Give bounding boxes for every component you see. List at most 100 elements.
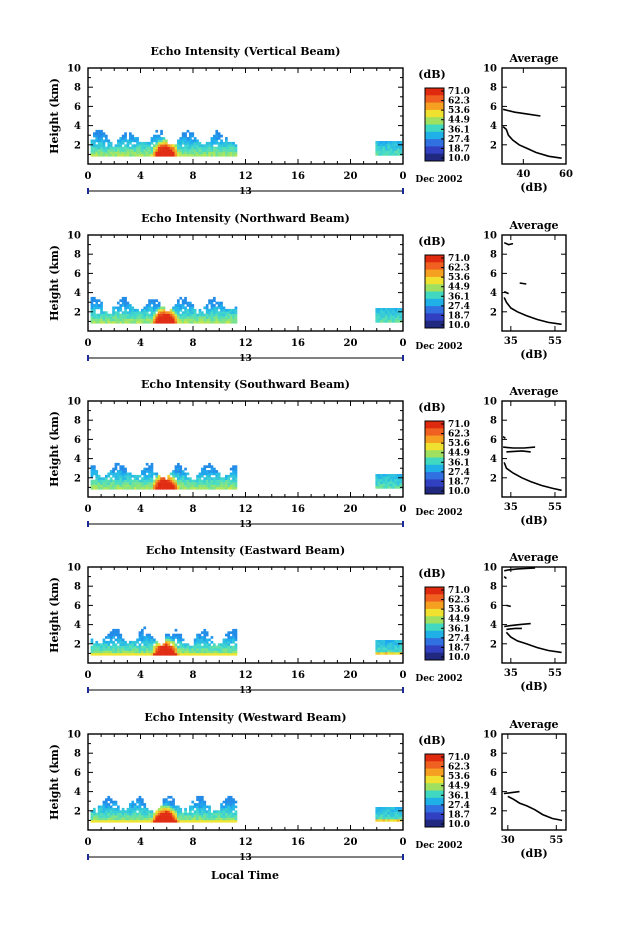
heatmap-cell	[141, 648, 144, 651]
heatmap-cell	[177, 462, 180, 466]
y-axis-label: Height (km)	[48, 577, 61, 653]
heatmap-cell	[141, 470, 144, 473]
heatmap-cell	[205, 311, 209, 314]
heatmap-cell	[102, 486, 106, 490]
heatmap-cell	[150, 819, 154, 823]
colorbar-frame	[424, 586, 445, 661]
heatmap-cell	[143, 810, 147, 813]
heatmap-cell	[112, 472, 115, 476]
heatmap-cell	[141, 631, 144, 634]
heatmap-cell	[217, 645, 221, 649]
heatmap-cell	[232, 798, 235, 801]
heatmap-cell	[227, 648, 231, 651]
heatmap-cell	[148, 640, 151, 644]
heatmap-cell	[155, 474, 159, 478]
heatmap-cell	[145, 815, 149, 818]
colorbar-frame	[424, 87, 445, 162]
heatmap-cell	[375, 644, 379, 648]
heatmap-cell	[198, 638, 202, 642]
heatmap-cell	[213, 139, 216, 143]
heatmap-cell	[229, 817, 233, 821]
heatmap-cell	[191, 304, 195, 307]
heatmap-cell	[97, 817, 101, 821]
heatmap-cell	[399, 649, 403, 653]
heatmap-cell	[136, 139, 139, 143]
heatmap-cell	[109, 144, 113, 147]
colorbar-tick-label: 36.1	[448, 125, 470, 135]
heatmap-cell	[93, 141, 96, 145]
heatmap-cell	[131, 151, 135, 155]
heatmap-cell	[126, 472, 130, 476]
heatmap-cell	[177, 306, 180, 310]
colorbar-swatch	[425, 616, 444, 624]
heatmap-cell	[177, 807, 180, 811]
heatmap-cell	[136, 141, 139, 145]
heatmap-cell	[155, 648, 159, 651]
heatmap-cell	[141, 479, 144, 483]
heatmap-cell	[198, 633, 202, 637]
heatmap-cell	[121, 819, 125, 823]
heatmap-cell	[112, 812, 115, 816]
heatmap-cell	[399, 816, 403, 820]
heatmap-cell	[121, 139, 125, 143]
heatmap-cell	[114, 817, 118, 821]
heatmap-cell	[100, 311, 103, 314]
heatmap-cell	[121, 640, 125, 644]
heatmap-cell	[377, 481, 381, 484]
heatmap-cell	[174, 812, 178, 816]
heatmap-cell	[179, 153, 183, 157]
heatmap-cell	[203, 643, 207, 646]
heatmap-cell	[124, 810, 127, 813]
heatmap-cell	[102, 815, 106, 818]
heatmap-cell	[160, 805, 163, 809]
heatmap-cell	[227, 817, 231, 821]
heatmap-cell	[222, 141, 226, 145]
heatmap-cell	[114, 465, 118, 468]
heatmap-cell	[153, 482, 156, 485]
heatmap-cell	[155, 313, 159, 317]
heatmap-cell	[186, 137, 190, 140]
heatmap-cell	[198, 640, 202, 644]
heatmap-cell	[129, 320, 132, 324]
heatmap-cell	[184, 467, 187, 471]
heatmap-cell	[145, 484, 149, 488]
heatmap-cell	[102, 640, 106, 644]
heatmap-cell	[387, 642, 391, 646]
heatmap-cell	[105, 149, 108, 152]
heatmap-cell	[109, 479, 113, 483]
heatmap-cell	[167, 650, 171, 654]
heatmap-cell	[105, 134, 108, 138]
heatmap-cell	[109, 472, 113, 476]
heatmap-cell	[160, 313, 163, 317]
heatmap-cell	[387, 814, 391, 817]
heatmap-cell	[129, 648, 132, 651]
heatmap-cell	[201, 482, 204, 485]
heatmap-cell	[165, 144, 168, 147]
heatmap-cell	[234, 631, 238, 634]
heatmap-cell	[145, 149, 149, 152]
heatmap-cell	[117, 652, 120, 656]
heatmap-cell	[133, 810, 137, 813]
x-tick-label: 4	[137, 504, 144, 515]
y-tick-label: 6	[74, 768, 81, 779]
colorbar-tick-label: 10.0	[448, 653, 470, 663]
heatmap-cell	[382, 312, 386, 316]
colorbar-swatch	[425, 457, 444, 466]
heatmap-cell	[184, 132, 187, 135]
heatmap-cell	[136, 151, 139, 155]
heatmap-cell	[385, 476, 388, 480]
heatmap-cell	[220, 153, 223, 157]
heatmap-cell	[177, 146, 180, 150]
heatmap-cell	[133, 316, 137, 319]
heatmap-cell	[143, 149, 147, 152]
heatmap-cell	[196, 636, 199, 639]
heatmap-cell	[150, 465, 154, 468]
heatmap-cell	[100, 144, 103, 147]
heatmap-cell	[213, 484, 216, 488]
heatmap-cell	[387, 478, 391, 482]
heatmap-cell	[162, 318, 166, 322]
heatmap-cell	[203, 313, 207, 317]
heatmap-cell	[129, 643, 132, 646]
colorbar-swatch	[425, 313, 444, 322]
heatmap-cell	[117, 306, 120, 310]
